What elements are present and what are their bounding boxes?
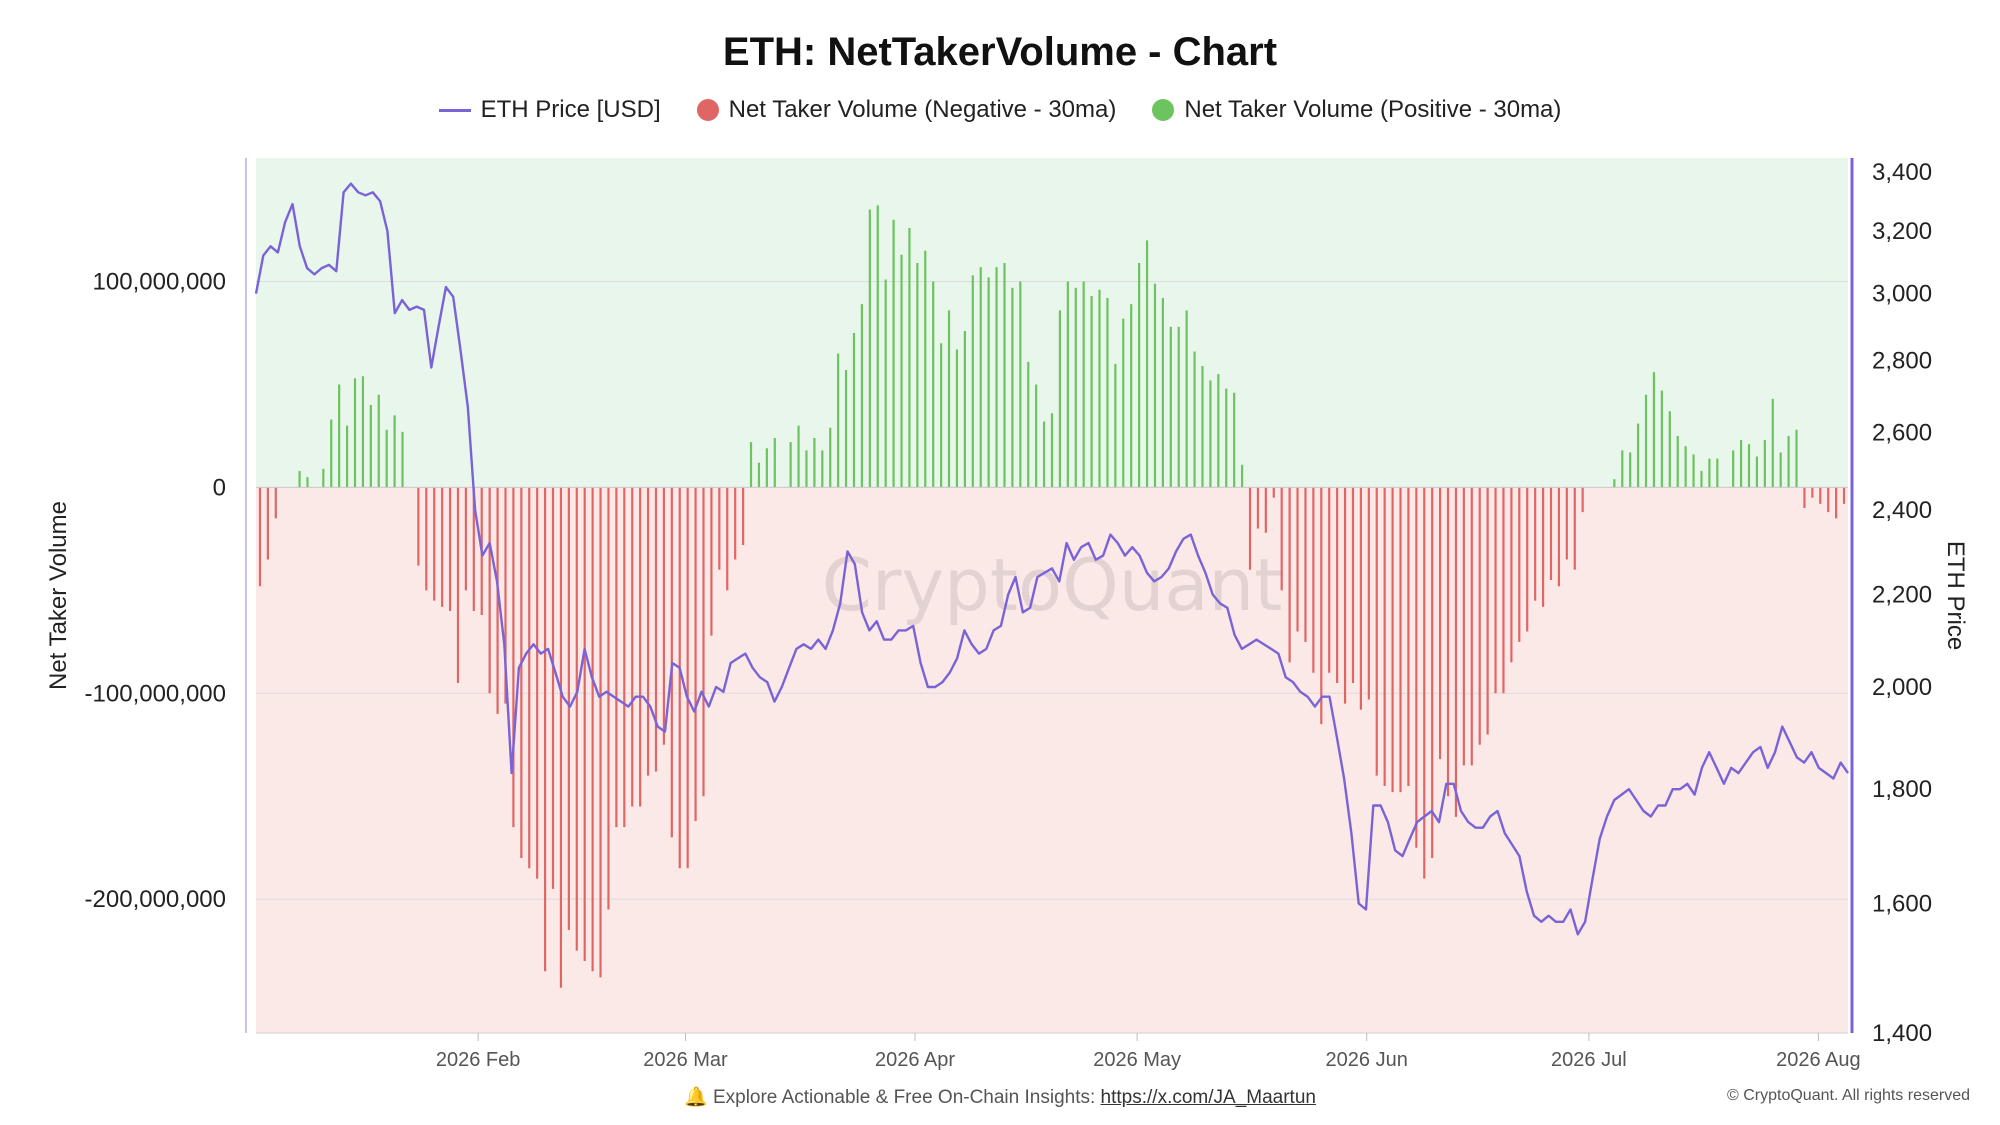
y-tick-label: -200,000,000 bbox=[85, 886, 226, 913]
legend-item-negative[interactable]: Net Taker Volume (Negative - 30ma) bbox=[696, 96, 1117, 124]
price-line bbox=[254, 182, 1849, 936]
footer-text: 🔔 Explore Actionable & Free On-Chain Ins… bbox=[684, 1087, 1101, 1108]
y-tick-label: 0 bbox=[213, 474, 226, 501]
y2-tick-label: 2,800 bbox=[1872, 348, 1932, 375]
legend-label-positive: Net Taker Volume (Positive - 30ma) bbox=[1184, 96, 1562, 123]
x-tick-label: 2026 Apr bbox=[875, 1049, 955, 1071]
y2-tick-label: 1,400 bbox=[1872, 1020, 1932, 1047]
x-tick-label: 2026 May bbox=[1093, 1049, 1181, 1071]
x-tick-label: 2026 Jun bbox=[1326, 1049, 1408, 1071]
chart-title: ETH: NetTakerVolume - Chart bbox=[722, 30, 1278, 74]
legend-line-swatch bbox=[438, 108, 471, 112]
y-tick-label: 100,000,000 bbox=[93, 269, 226, 296]
legend-label-negative: Net Taker Volume (Negative - 30ma) bbox=[728, 96, 1117, 123]
y2-axis-title: ETH Price bbox=[1942, 541, 1969, 650]
x-tick-label: 2026 Mar bbox=[643, 1049, 728, 1071]
y2-tick-label: 2,000 bbox=[1872, 674, 1932, 701]
footer-link[interactable]: https://x.com/JA_Maartun bbox=[1100, 1087, 1316, 1108]
y-axis-title: Net Taker Volume bbox=[45, 501, 72, 690]
y2-tick-label: 3,000 bbox=[1872, 281, 1932, 308]
y2-tick-label: 3,200 bbox=[1872, 218, 1932, 245]
footer-note: 🔔 Explore Actionable & Free On-Chain Ins… bbox=[0, 1085, 2000, 1109]
legend-dot-negative bbox=[696, 99, 719, 121]
chart-legend: ETH Price [USD] Net Taker Volume (Negati… bbox=[0, 96, 2000, 124]
y2-tick-label: 1,800 bbox=[1872, 776, 1932, 803]
y2-tick-label: 2,400 bbox=[1872, 497, 1932, 524]
y2-tick-label: 1,600 bbox=[1872, 890, 1932, 917]
legend-dot-positive bbox=[1152, 99, 1175, 121]
x-tick-label: 2026 Feb bbox=[436, 1049, 521, 1071]
copyright-text: © CryptoQuant. All rights reserved bbox=[1727, 1087, 1970, 1104]
y2-tick-label: 3,400 bbox=[1872, 159, 1932, 186]
y-tick-label: -100,000,000 bbox=[85, 680, 226, 707]
legend-label-price: ETH Price [USD] bbox=[480, 96, 661, 123]
legend-item-positive[interactable]: Net Taker Volume (Positive - 30ma) bbox=[1152, 96, 1561, 124]
x-tick-label: 2026 Aug bbox=[1776, 1049, 1861, 1071]
y2-tick-label: 2,600 bbox=[1872, 419, 1932, 446]
legend-item-price[interactable]: ETH Price [USD] bbox=[438, 96, 661, 124]
watermark-logo: CryptoQuant bbox=[822, 543, 1283, 627]
x-tick-label: 2026 Jul bbox=[1551, 1049, 1627, 1071]
y2-tick-label: 2,200 bbox=[1872, 581, 1932, 608]
